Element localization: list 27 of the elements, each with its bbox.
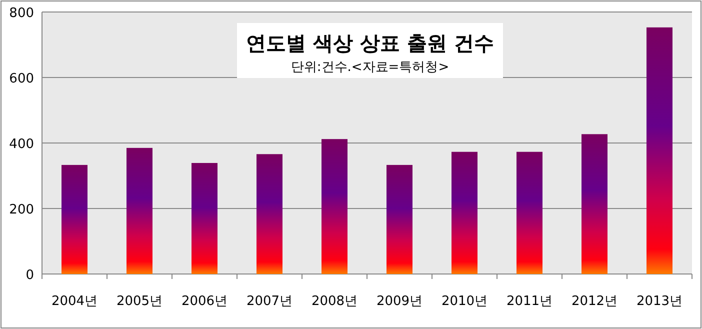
x-tick-label: 2011년	[506, 294, 553, 309]
bar	[62, 164, 88, 274]
bar	[646, 27, 672, 274]
bar	[386, 164, 412, 274]
bar	[322, 139, 348, 274]
bar	[126, 148, 152, 274]
bar	[516, 152, 542, 274]
x-tick-label: 2010년	[441, 294, 488, 309]
text: 단위:건수.<자료=특허청>	[290, 60, 450, 75]
bar	[256, 154, 282, 274]
x-tick-label: 2004년	[51, 294, 98, 309]
x-tick-label: 2005년	[116, 294, 163, 309]
x-tick-label: 2009년	[376, 294, 423, 309]
y-tick-label: 400	[9, 137, 34, 152]
y-tick-label: 600	[9, 72, 34, 86]
x-tick-label: 2013년	[636, 294, 683, 309]
bar	[452, 152, 478, 274]
y-tick-label: 200	[9, 202, 34, 218]
x-tick-label: 2012년	[571, 294, 618, 309]
y-tick-label: 0	[26, 268, 34, 283]
bar	[192, 162, 218, 274]
bar	[582, 134, 608, 274]
x-tick-label: 2008년	[311, 294, 358, 309]
text: 연도별 색상 상표 출원 건수	[246, 31, 494, 55]
x-tick-label: 2007년	[246, 294, 293, 309]
y-tick-label: 800	[9, 6, 34, 21]
x-tick-label: 2006년	[181, 294, 228, 309]
